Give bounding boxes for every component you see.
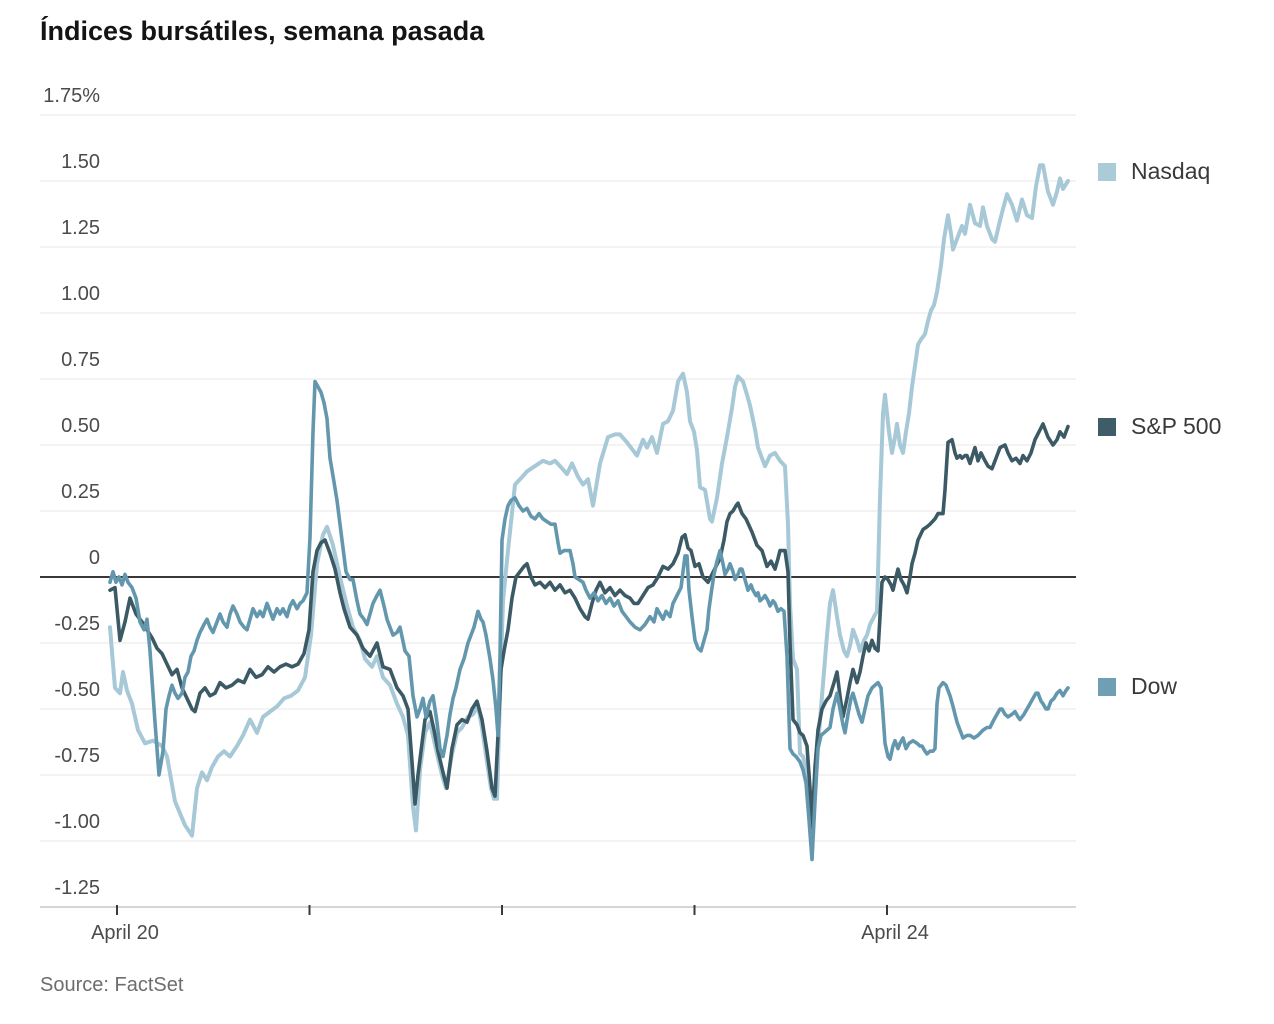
sp500-swatch-icon — [1098, 417, 1116, 436]
y-axis-label: -0.75 — [54, 745, 100, 767]
legend-item-sp500: S&P 500 — [1098, 413, 1221, 440]
source-note: Source: FactSet — [40, 974, 184, 996]
y-axis-label: 0.50 — [61, 415, 100, 437]
legend-label-sp500: S&P 500 — [1131, 413, 1222, 439]
legend-item-dow: Dow — [1098, 673, 1177, 700]
y-axis-label: -0.50 — [54, 679, 100, 701]
nasdaq-swatch-icon — [1098, 162, 1116, 181]
legend-item-nasdaq: Nasdaq — [1098, 158, 1210, 185]
sp500-line — [108, 422, 1070, 830]
x-axis-label: April 24 — [861, 922, 929, 944]
y-axis-label: -0.25 — [54, 613, 100, 635]
dow-swatch-icon — [1098, 677, 1116, 696]
y-axis-label: 0.25 — [61, 481, 100, 503]
legend-label-nasdaq: Nasdaq — [1131, 158, 1211, 184]
y-axis-label: 1.75% — [43, 85, 100, 107]
y-axis-label: -1.25 — [54, 877, 100, 899]
dow-line — [108, 379, 1070, 862]
y-axis-label: -1.00 — [54, 811, 100, 833]
y-axis-label: 1.00 — [61, 283, 100, 305]
y-axis-label: 0.75 — [61, 349, 100, 371]
nasdaq-line — [108, 163, 1070, 851]
y-axis-label: 1.50 — [61, 151, 100, 173]
y-axis-label: 1.25 — [61, 217, 100, 239]
legend-label-dow: Dow — [1131, 673, 1178, 699]
chart-title: Índices bursátiles, semana pasada — [40, 16, 485, 46]
x-axis-label: April 20 — [91, 922, 159, 944]
y-axis-label: 0 — [88, 547, 100, 569]
